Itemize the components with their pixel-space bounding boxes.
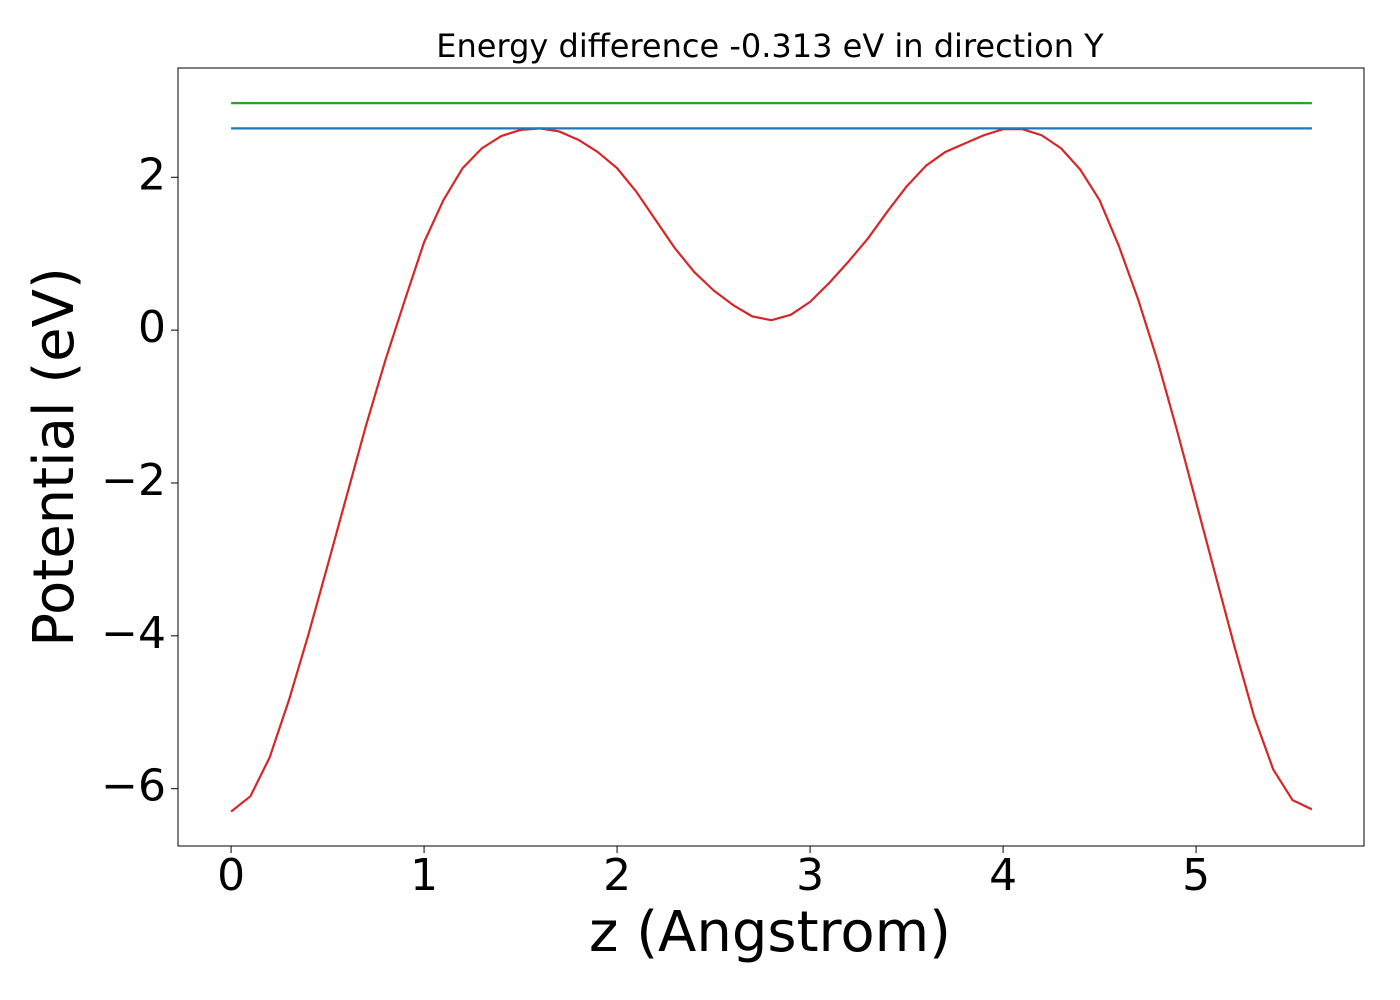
plot-frame — [177, 67, 1365, 847]
y-tick-label: −2 — [101, 455, 166, 506]
y-tick-label: 0 — [138, 302, 166, 353]
x-axis-label: z (Angstrom) — [589, 900, 951, 965]
chart-title: Energy difference -0.313 eV in direction… — [436, 27, 1104, 65]
x-tick-label: 0 — [217, 850, 245, 901]
x-tick-label: 4 — [989, 850, 1017, 901]
x-tick-label: 1 — [410, 850, 438, 901]
x-tick-label: 2 — [603, 850, 631, 901]
x-tick-label: 3 — [796, 850, 824, 901]
y-axis-label: Potential (eV) — [22, 267, 87, 647]
y-tick-label: −4 — [101, 608, 166, 659]
y-tick-label: 2 — [138, 149, 166, 200]
line-series — [230, 127, 1313, 813]
y-tick-label: −6 — [101, 761, 166, 812]
x-tick-label: 5 — [1182, 850, 1210, 901]
